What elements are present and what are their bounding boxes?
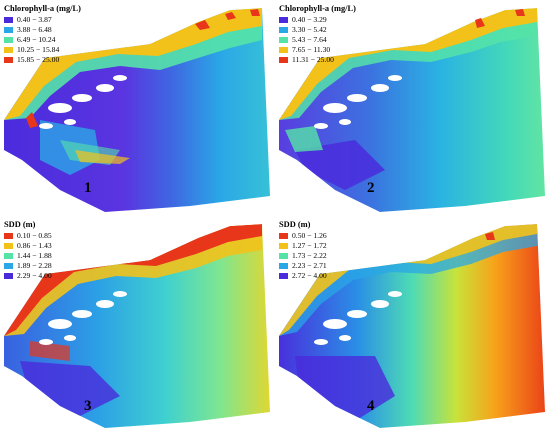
legend-swatch <box>279 57 288 63</box>
legend-label: 0.40 − 3.29 <box>292 15 327 24</box>
legend-item: 1.27 − 1.72 <box>279 241 327 251</box>
legend-swatch <box>4 233 13 239</box>
legend-item: 11.31 − 25.00 <box>279 55 356 65</box>
legend-item: 3.30 − 5.42 <box>279 25 356 35</box>
legend-label: 2.29 − 4.00 <box>17 271 52 280</box>
legend-label: 7.65 − 11.30 <box>292 45 331 54</box>
legend-label: 0.40 − 3.87 <box>17 15 52 24</box>
legend-label: 0.10 − 0.85 <box>17 231 52 240</box>
legend-swatch <box>279 273 288 279</box>
legend-item: 2.29 − 4.00 <box>4 271 52 281</box>
legend-swatch <box>4 57 13 63</box>
map-panel-2: Chlorophyll-a (mg/L) 0.40 − 3.29 3.30 − … <box>275 0 550 216</box>
legend-title: Chlorophyll-a (mg/L) <box>4 4 81 13</box>
legend: Chlorophyll-a (mg/L) 0.40 − 3.29 3.30 − … <box>279 4 356 65</box>
legend-item: 1.44 − 1.88 <box>4 251 52 261</box>
legend-label: 0.50 − 1.26 <box>292 231 327 240</box>
legend-swatch <box>4 263 13 269</box>
chlorophyll-map-2 <box>279 0 550 212</box>
sdd-map-4 <box>279 216 550 428</box>
legend-label: 1.44 − 1.88 <box>17 251 52 260</box>
legend-item: 0.10 − 0.85 <box>4 231 52 241</box>
legend: SDD (m) 0.50 − 1.26 1.27 − 1.72 1.73 − 2… <box>279 220 327 281</box>
legend-label: 1.27 − 1.72 <box>292 241 327 250</box>
legend-swatch <box>4 27 13 33</box>
legend-item: 3.88 − 6.48 <box>4 25 81 35</box>
legend-swatch <box>279 263 288 269</box>
legend-swatch <box>279 243 288 249</box>
legend-label: 5.43 − 7.64 <box>292 35 327 44</box>
legend-swatch <box>279 17 288 23</box>
legend-label: 1.89 − 2.28 <box>17 261 52 270</box>
legend: SDD (m) 0.10 − 0.85 0.86 − 1.43 1.44 − 1… <box>4 220 52 281</box>
legend-label: 3.88 − 6.48 <box>17 25 52 34</box>
legend-item: 7.65 − 11.30 <box>279 45 356 55</box>
legend-label: 11.31 − 25.00 <box>292 55 334 64</box>
legend-label: 3.30 − 5.42 <box>292 25 327 34</box>
panel-number: 4 <box>367 398 375 414</box>
legend-item: 0.50 − 1.26 <box>279 231 327 241</box>
legend-item: 0.40 − 3.87 <box>4 15 81 25</box>
legend-swatch <box>279 47 288 53</box>
legend-label: 1.73 − 2.22 <box>292 251 327 260</box>
legend-label: 0.86 − 1.43 <box>17 241 52 250</box>
legend-item: 1.89 − 2.28 <box>4 261 52 271</box>
legend-swatch <box>279 253 288 259</box>
legend-swatch <box>4 47 13 53</box>
map-panel-3: SDD (m) 0.10 − 0.85 0.86 − 1.43 1.44 − 1… <box>0 216 275 432</box>
map-panel-4: SDD (m) 0.50 − 1.26 1.27 − 1.72 1.73 − 2… <box>275 216 550 432</box>
legend-swatch <box>4 273 13 279</box>
legend-label: 6.49 − 10.24 <box>17 35 56 44</box>
legend-swatch <box>4 37 13 43</box>
legend-label: 2.72 − 4.00 <box>292 271 327 280</box>
legend-item: 2.72 − 4.00 <box>279 271 327 281</box>
legend-item: 1.73 − 2.22 <box>279 251 327 261</box>
legend-item: 10.25 − 15.84 <box>4 45 81 55</box>
legend-swatch <box>4 17 13 23</box>
legend-title: Chlorophyll-a (mg/L) <box>279 4 356 13</box>
legend-label: 2.23 − 2.71 <box>292 261 327 270</box>
legend-swatch <box>4 253 13 259</box>
legend-item: 15.85 − 25.00 <box>4 55 81 65</box>
legend-item: 5.43 − 7.64 <box>279 35 356 45</box>
legend-title: SDD (m) <box>279 220 311 229</box>
legend-swatch <box>279 37 288 43</box>
legend: Chlorophyll-a (mg/L) 0.40 − 3.87 3.88 − … <box>4 4 81 65</box>
panel-number: 2 <box>367 180 375 196</box>
chlorophyll-map-1 <box>4 0 275 212</box>
sdd-map-3 <box>4 216 275 428</box>
legend-title: SDD (m) <box>4 220 36 229</box>
legend-item: 6.49 − 10.24 <box>4 35 81 45</box>
legend-item: 2.23 − 2.71 <box>279 261 327 271</box>
legend-label: 10.25 − 15.84 <box>17 45 60 54</box>
panel-number: 1 <box>84 180 92 196</box>
panel-number: 3 <box>84 398 92 414</box>
legend-label: 15.85 − 25.00 <box>17 55 60 64</box>
legend-item: 0.40 − 3.29 <box>279 15 356 25</box>
legend-item: 0.86 − 1.43 <box>4 241 52 251</box>
legend-swatch <box>4 243 13 249</box>
map-panel-1: Chlorophyll-a (mg/L) 0.40 − 3.87 3.88 − … <box>0 0 275 216</box>
legend-swatch <box>279 27 288 33</box>
legend-swatch <box>279 233 288 239</box>
